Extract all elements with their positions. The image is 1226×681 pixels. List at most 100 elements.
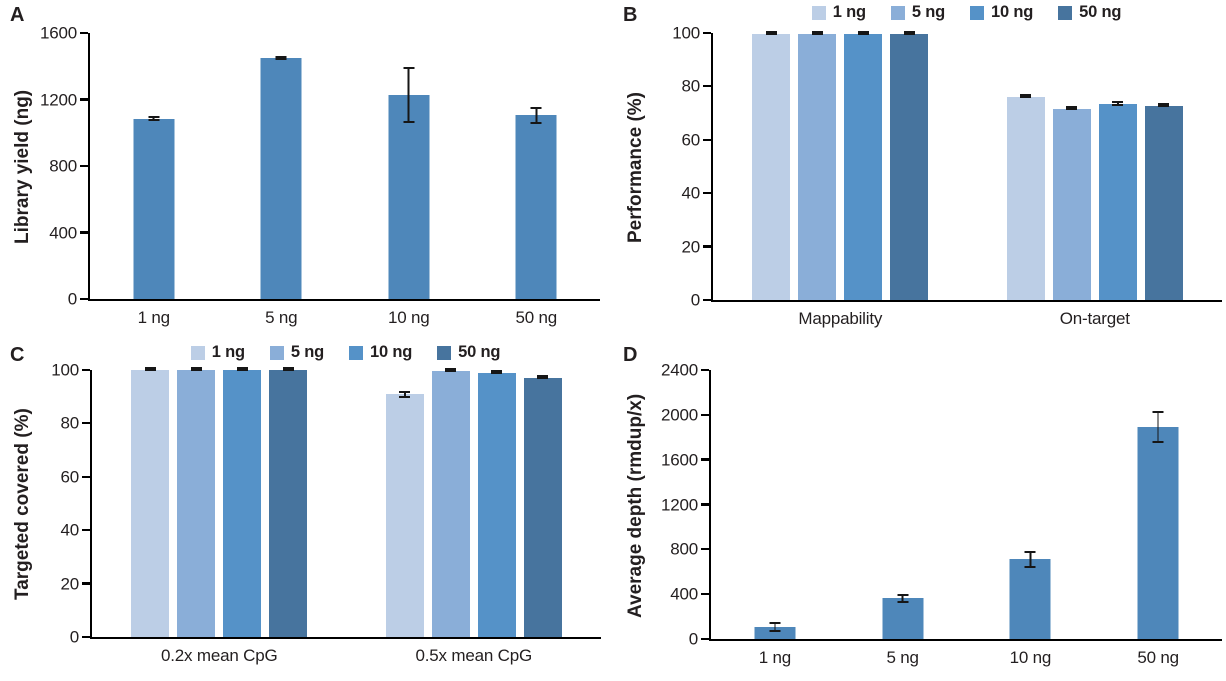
x-category-label: 50 ng bbox=[1137, 648, 1179, 667]
error-bar bbox=[403, 66, 415, 124]
legend-label: 5 ng bbox=[290, 343, 325, 361]
y-tick-label: 20 bbox=[60, 574, 79, 594]
y-tick-label: 40 bbox=[60, 520, 79, 540]
y-tick-mark bbox=[79, 231, 88, 234]
panel-a-plot-area: 0 400 800 1200 1600 1 ng 5 ng 10 ng 50 ng bbox=[40, 25, 600, 327]
bar-slot bbox=[1137, 370, 1179, 639]
x-category-label: 10 ng bbox=[1009, 648, 1052, 667]
panel-a-y-axis-title: Library yield (ng) bbox=[12, 89, 33, 245]
legend-label: 50 ng bbox=[1079, 3, 1122, 21]
bar-group bbox=[388, 33, 430, 299]
bar-group bbox=[515, 33, 557, 299]
legend-label: 1 ng bbox=[211, 343, 245, 361]
bar bbox=[754, 626, 796, 639]
error-bar bbox=[1066, 105, 1078, 110]
bar-slot bbox=[260, 33, 302, 299]
panel-d-label: D bbox=[623, 344, 638, 366]
y-tick-label: 400 bbox=[49, 223, 77, 242]
panel-d-average-depth: D Average depth (rmdup/x) 0 400 800 1200 160… bbox=[613, 340, 1226, 681]
bar-slot bbox=[177, 366, 216, 637]
legend-swatch-icon bbox=[349, 345, 364, 360]
bar-group bbox=[1137, 370, 1179, 639]
y-tick-label: 0 bbox=[690, 290, 700, 310]
legend-label: 10 ng bbox=[991, 3, 1034, 21]
bar bbox=[1098, 103, 1137, 300]
legend-swatch-icon bbox=[190, 345, 205, 360]
bar-slot bbox=[385, 370, 424, 637]
y-tick-label: 80 bbox=[60, 413, 79, 433]
panel-c-targeted-covered: C Targeted covered (%) 1 ng 5 ng 10 ng 50 n… bbox=[0, 340, 613, 681]
error-bar bbox=[148, 116, 160, 121]
bar-group bbox=[754, 370, 796, 639]
bar bbox=[798, 33, 837, 300]
bar-group bbox=[882, 370, 924, 639]
bar-slot bbox=[523, 370, 562, 637]
y-tick-label: 60 bbox=[60, 467, 79, 487]
error-bar bbox=[144, 366, 156, 371]
panel-c-plot-area: 0 20 40 60 80 100 0.2x mean CpG 0.5x mean CpG bbox=[51, 362, 601, 665]
x-category-label: 5 ng bbox=[265, 308, 298, 327]
y-tick-label: 80 bbox=[681, 76, 700, 96]
bar-slot bbox=[754, 370, 796, 639]
error-bar bbox=[399, 390, 411, 398]
y-tick-mark bbox=[702, 298, 711, 301]
legend-item: 1 ng bbox=[190, 343, 245, 362]
bar bbox=[752, 33, 791, 300]
bar bbox=[269, 370, 308, 637]
bar-group bbox=[385, 368, 562, 637]
x-category-label: 1 ng bbox=[137, 308, 170, 327]
y-tick-label: 40 bbox=[681, 183, 700, 203]
y-tick-label: 1200 bbox=[660, 495, 698, 514]
y-tick-mark bbox=[81, 582, 90, 585]
y-tick-label: 100 bbox=[672, 23, 700, 43]
bar bbox=[1009, 559, 1051, 639]
y-tick-mark bbox=[702, 85, 711, 88]
legend-item: 50 ng bbox=[437, 343, 500, 362]
y-tick-mark bbox=[79, 164, 88, 167]
y-tick-label: 800 bbox=[670, 539, 698, 559]
y-tick-label: 0 bbox=[69, 627, 79, 647]
legend-label: 1 ng bbox=[832, 3, 866, 21]
legend-item: 1 ng bbox=[811, 3, 866, 22]
legend-item: 50 ng bbox=[1058, 3, 1121, 22]
bar bbox=[890, 33, 929, 300]
bar-slot bbox=[798, 30, 837, 300]
error-bar bbox=[857, 30, 869, 35]
error-bar bbox=[190, 366, 202, 371]
bar-group bbox=[133, 33, 175, 299]
x-category-label: On-target bbox=[1059, 309, 1130, 328]
error-bar bbox=[537, 375, 549, 380]
y-tick-label: 1600 bbox=[660, 450, 698, 470]
error-bar bbox=[811, 30, 823, 35]
x-category-label: 0.2x mean CpG bbox=[161, 646, 278, 665]
panel-b-legend: 1 ng 5 ng 10 ng 50 ng bbox=[711, 3, 1222, 22]
error-bar bbox=[445, 368, 457, 373]
bar-slot bbox=[269, 367, 308, 637]
bar-slot bbox=[752, 30, 791, 300]
panel-c-label: C bbox=[10, 344, 25, 366]
bar bbox=[882, 598, 924, 639]
legend-label: 50 ng bbox=[458, 343, 501, 361]
bar-slot bbox=[515, 33, 557, 299]
bar-slot bbox=[1052, 33, 1091, 300]
error-bar bbox=[897, 593, 909, 603]
error-bar bbox=[903, 30, 915, 35]
legend-swatch-icon bbox=[970, 5, 985, 20]
legend-swatch-icon bbox=[269, 345, 284, 360]
bar bbox=[844, 33, 883, 300]
error-bar bbox=[765, 30, 777, 35]
legend-swatch-icon bbox=[811, 5, 826, 20]
legend-swatch-icon bbox=[1058, 5, 1073, 20]
panel-a-library-yield: A Library yield (ng) 0 400 800 1200 1600 1 ng… bbox=[0, 0, 613, 340]
bar bbox=[1006, 97, 1045, 300]
y-tick-label: 2400 bbox=[660, 360, 698, 380]
y-tick-label: 1200 bbox=[39, 90, 77, 109]
panel-c-y-axis-title: Targeted covered (%) bbox=[12, 408, 33, 601]
y-tick-mark bbox=[700, 503, 709, 506]
bar-slot bbox=[477, 369, 516, 637]
error-bar bbox=[1152, 410, 1164, 444]
bar-slot bbox=[431, 368, 470, 637]
bar bbox=[1144, 106, 1183, 300]
x-category-label: 50 ng bbox=[515, 308, 558, 327]
x-category-label: 1 ng bbox=[758, 648, 792, 667]
